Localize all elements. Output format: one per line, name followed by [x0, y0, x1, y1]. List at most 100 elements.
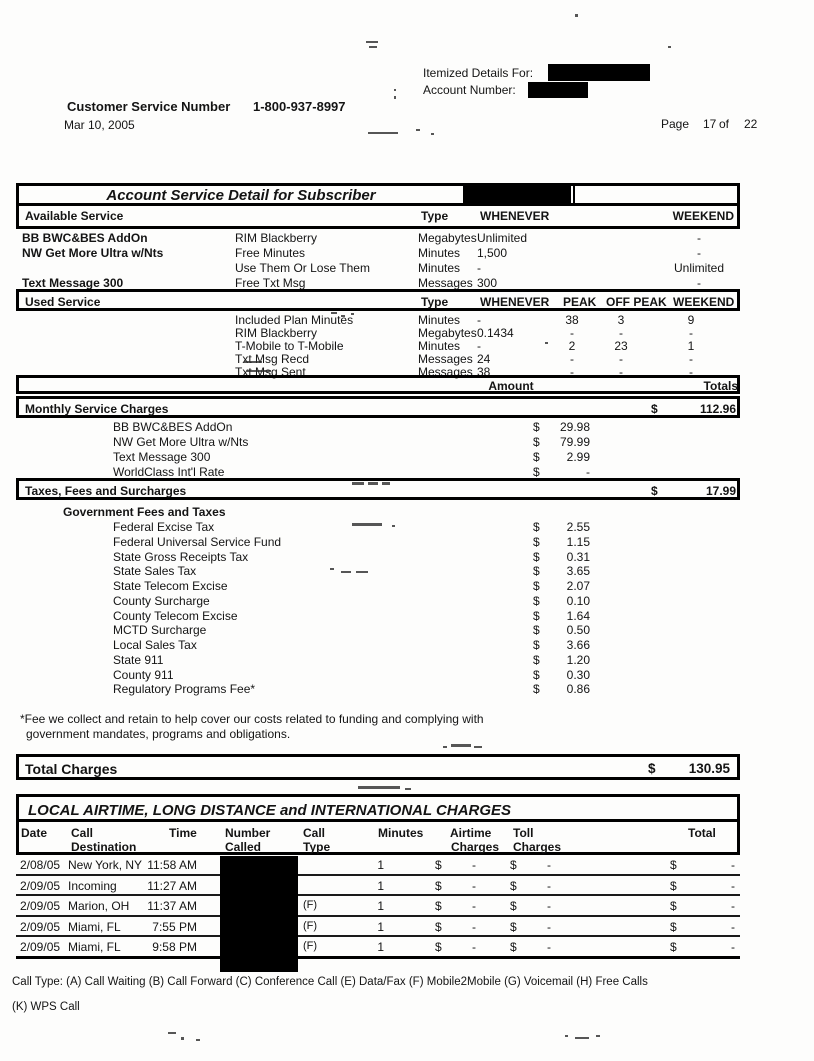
available-service-label: Available Service: [25, 209, 124, 223]
used-service-label: Used Service: [25, 295, 101, 309]
itemized-details-label: Itemized Details For:: [423, 66, 534, 80]
call-type-legend-2: (K) WPS Call: [12, 1001, 80, 1013]
redacted-account-number: [528, 82, 588, 98]
redacted-subscriber-number: [463, 186, 571, 203]
scan-artifact: [431, 133, 434, 135]
col-number: Number: [225, 826, 271, 840]
col-called: Called: [225, 840, 262, 854]
taxes-bar: Taxes, Fees and Surcharges $ 17.99: [16, 478, 740, 500]
col-airtime-charges: Charges: [451, 840, 500, 854]
currency-symbol: $: [651, 484, 658, 498]
tax-items: Federal Excise Tax $ 2.55 Federal Univer…: [16, 520, 740, 697]
scan-artifact: [394, 96, 396, 99]
used-row: RIM Blackberry Megabytes 0.1434 - - -: [235, 326, 693, 340]
col-time: Time: [169, 826, 197, 840]
monthly-charges-bar: Monthly Service Charges $ 112.96: [16, 396, 740, 418]
currency-symbol: $: [651, 402, 658, 416]
tax-row: Federal Excise Tax $ 2.55: [113, 520, 590, 534]
total-charges-label: Total Charges: [25, 761, 118, 777]
footnote-line1: *Fee we collect and retain to help cover…: [20, 712, 484, 726]
tax-row: State Telecom Excise $ 2.07: [113, 579, 590, 593]
scan-artifact: [474, 746, 482, 748]
tax-row: State 911 $ 1.20: [113, 652, 590, 667]
scan-artifact: [331, 312, 337, 314]
scan-artifact: [330, 568, 334, 570]
col-call-type: Call: [303, 826, 326, 840]
calls-title: LOCAL AIRTIME, LONG DISTANCE and INTERNA…: [28, 802, 512, 819]
charge-row: WorldClass Int'l Rate $ -: [113, 465, 590, 479]
used-row: Included Plan Minutes Minutes - 38 3 9: [235, 313, 695, 327]
tax-row: State Sales Tax $ 3.65: [113, 564, 590, 579]
scan-artifact: [596, 1035, 600, 1037]
tax-row: Local Sales Tax $ 3.66: [113, 638, 590, 652]
available-row: NW Get More Ultra w/Nts Free Minutes Min…: [22, 246, 701, 260]
monthly-charges-label: Monthly Service Charges: [25, 402, 169, 416]
col-total: Total: [688, 826, 716, 840]
scan-artifact: [416, 129, 420, 131]
col-minutes: Minutes: [378, 826, 424, 840]
available-row: BB BWC&BES AddOn RIM Blackberry Megabyte…: [22, 231, 701, 245]
scan-artifact: [368, 132, 398, 134]
col-toll: Toll: [513, 826, 534, 840]
government-fees-label: Government Fees and Taxes: [63, 505, 226, 519]
col-peak: PEAK: [563, 295, 597, 309]
scan-artifact: [369, 46, 377, 48]
call-rows: 2/08/05 New York, NY 11:58 AM 1 $ - $ - …: [16, 855, 740, 959]
scan-artifact: [366, 41, 378, 43]
scan-artifact: [451, 744, 471, 747]
used-row: Txt Msg Recd Messages 24 - - -: [235, 352, 693, 366]
scan-artifact: [341, 571, 351, 573]
scan-artifact: [668, 46, 671, 48]
scan-artifact: [247, 370, 271, 372]
taxes-total: 17.99: [705, 484, 736, 498]
charge-row: BB BWC&BES AddOn $ 29.98: [113, 420, 590, 434]
scan-artifact: [545, 342, 548, 344]
col-type: Type: [421, 295, 449, 309]
available-service-header: Available Service Type WHENEVER WEEKEND: [16, 206, 740, 229]
col-type: Type: [303, 840, 331, 854]
col-whenever: WHENEVER: [480, 295, 550, 309]
scan-artifact: [341, 315, 345, 317]
col-weekend: WEEKEND: [672, 209, 734, 223]
col-destination: Destination: [71, 840, 137, 854]
total-charges-bar: Total Charges $ 130.95: [16, 754, 740, 780]
tax-row: Federal Universal Service Fund $ 1.15: [113, 534, 590, 549]
available-row: Text Message 300 Free Txt Msg Messages 3…: [22, 276, 701, 290]
tax-row: State Gross Receipts Tax $ 0.31: [113, 549, 590, 564]
scan-artifact: [405, 788, 411, 790]
col-offpeak: OFF PEAK: [606, 295, 667, 309]
currency-symbol: $: [648, 761, 656, 776]
totals-header: Totals: [703, 379, 738, 393]
col-call: Call: [71, 826, 94, 840]
scan-artifact: [168, 1032, 176, 1034]
tax-row: County Surcharge $ 0.10: [113, 593, 590, 608]
tax-row: County 911 $ 0.30: [113, 667, 590, 682]
amount-header: Amount: [488, 379, 534, 393]
calls-header-bar: Date Call Destination Time Number Called…: [16, 822, 740, 855]
total-charges-amount: 130.95: [688, 761, 730, 776]
redacted-numbers-called: [220, 856, 298, 972]
scan-artifact: [394, 89, 396, 91]
col-airtime: Airtime: [450, 826, 492, 840]
account-service-detail-title-bar: Account Service Detail for Subscriber: [16, 183, 740, 206]
col-toll-charges: Charges: [513, 840, 562, 854]
available-service-rows: BB BWC&BES AddOn RIM Blackberry Megabyte…: [16, 231, 740, 291]
title-box: Account Service Detail for Subscriber: [19, 186, 575, 204]
scan-artifact: [244, 361, 262, 363]
col-whenever: WHENEVER: [480, 209, 550, 223]
scan-artifact: [196, 1039, 200, 1041]
call-row: 2/08/05 New York, NY 11:58 AM 1 $ - $ - …: [16, 855, 740, 876]
scan-artifact: [575, 14, 578, 17]
scan-artifact: [368, 482, 378, 485]
scan-artifact: [351, 313, 354, 315]
monthly-items: BB BWC&BES AddOn $ 29.98 NW Get More Ult…: [16, 420, 740, 480]
scan-artifact: [565, 1035, 568, 1037]
statement-date: Mar 10, 2005: [64, 118, 135, 132]
col-weekend: WEEKEND: [673, 295, 735, 309]
used-service-header: Used Service Type WHENEVER PEAK OFF PEAK…: [16, 289, 740, 311]
scan-artifact: [352, 523, 382, 526]
scan-artifact: [358, 786, 400, 789]
customer-service-number: 1-800-937-8997: [253, 99, 346, 114]
amount-totals-bar: Amount Totals: [16, 375, 740, 394]
